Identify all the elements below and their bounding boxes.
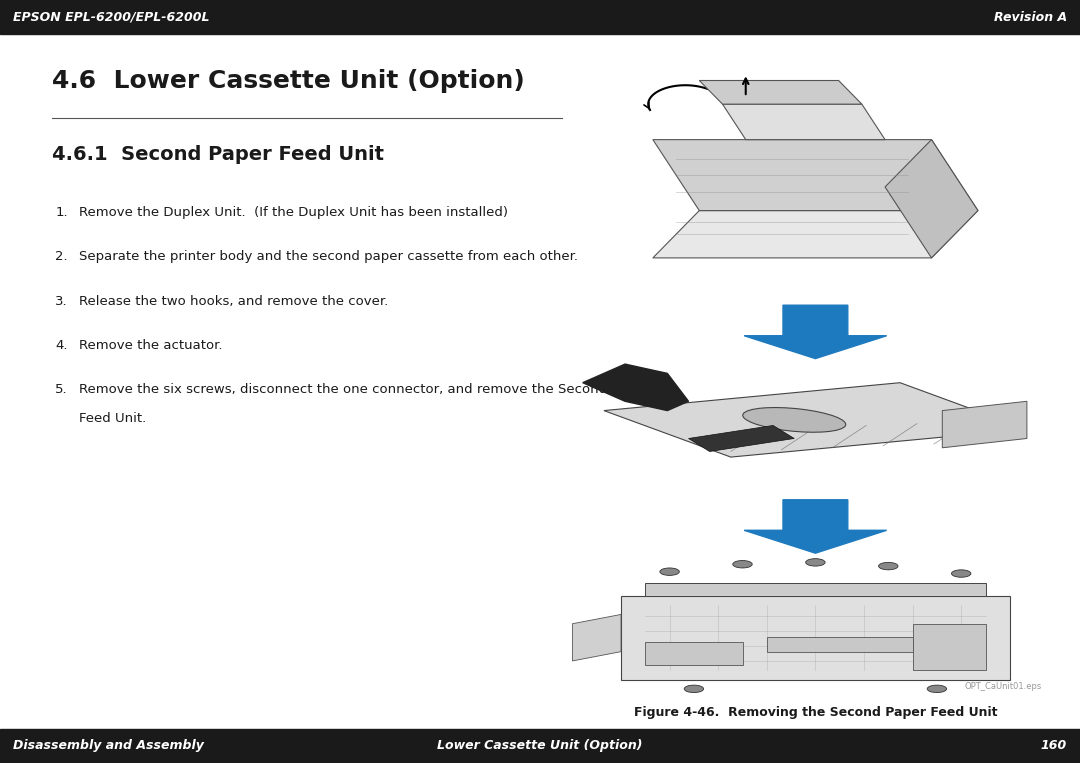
- Polygon shape: [744, 305, 887, 359]
- Text: OPT_CaUnit01.eps: OPT_CaUnit01.eps: [964, 681, 1042, 691]
- Polygon shape: [583, 364, 689, 410]
- Text: Separate the printer body and the second paper cassette from each other.: Separate the printer body and the second…: [79, 250, 578, 263]
- Circle shape: [684, 685, 704, 693]
- Bar: [0, 0, 1080, 34]
- Text: 160: 160: [1041, 739, 1067, 752]
- Bar: [913, 624, 986, 670]
- Circle shape: [806, 559, 825, 566]
- Text: Release the two hooks, and remove the cover.: Release the two hooks, and remove the co…: [79, 295, 388, 307]
- Polygon shape: [621, 596, 1010, 680]
- Polygon shape: [646, 583, 986, 596]
- Circle shape: [732, 561, 752, 568]
- Polygon shape: [689, 426, 794, 452]
- Bar: [767, 637, 913, 652]
- Text: Feed Unit.: Feed Unit.: [79, 412, 146, 425]
- Polygon shape: [572, 614, 621, 661]
- Polygon shape: [700, 80, 862, 104]
- Polygon shape: [652, 140, 978, 211]
- Text: 4.6  Lower Cassette Unit (Option): 4.6 Lower Cassette Unit (Option): [52, 69, 525, 92]
- Circle shape: [951, 570, 971, 578]
- Text: Disassembly and Assembly: Disassembly and Assembly: [13, 739, 204, 752]
- Text: 3.: 3.: [55, 295, 68, 307]
- Text: 2.: 2.: [55, 250, 68, 263]
- Polygon shape: [652, 211, 978, 258]
- Bar: [0, 729, 1080, 763]
- Text: Remove the Duplex Unit.  (If the Duplex Unit has been installed): Remove the Duplex Unit. (If the Duplex U…: [79, 206, 508, 219]
- Ellipse shape: [743, 407, 846, 432]
- Text: Figure 4-46.  Removing the Second Paper Feed Unit: Figure 4-46. Removing the Second Paper F…: [634, 706, 997, 719]
- Polygon shape: [886, 140, 978, 258]
- Polygon shape: [744, 500, 887, 553]
- Text: EPSON EPL-6200/EPL-6200L: EPSON EPL-6200/EPL-6200L: [13, 11, 210, 24]
- Bar: [646, 642, 743, 665]
- Text: Lower Cassette Unit (Option): Lower Cassette Unit (Option): [437, 739, 643, 752]
- Text: Revision A: Revision A: [994, 11, 1067, 24]
- Text: 4.: 4.: [55, 339, 68, 352]
- Polygon shape: [723, 104, 886, 140]
- Text: 4.6.1  Second Paper Feed Unit: 4.6.1 Second Paper Feed Unit: [52, 145, 383, 164]
- Text: Remove the six screws, disconnect the one connector, and remove the Second Paper: Remove the six screws, disconnect the on…: [79, 383, 649, 396]
- Circle shape: [927, 685, 947, 693]
- Text: 5.: 5.: [55, 383, 68, 396]
- Text: 1.: 1.: [55, 206, 68, 219]
- Polygon shape: [604, 383, 1027, 457]
- Circle shape: [879, 562, 899, 570]
- Polygon shape: [942, 401, 1027, 448]
- Circle shape: [660, 568, 679, 575]
- Text: Remove the actuator.: Remove the actuator.: [79, 339, 222, 352]
